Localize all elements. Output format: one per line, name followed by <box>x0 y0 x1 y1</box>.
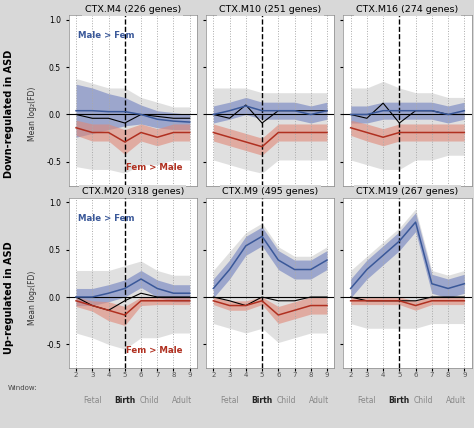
Text: Fetal: Fetal <box>357 396 376 405</box>
Text: Child: Child <box>414 396 433 405</box>
Title: CTX.M9 (495 genes): CTX.M9 (495 genes) <box>222 187 319 196</box>
Text: Mean log₂(FD): Mean log₂(FD) <box>28 270 36 325</box>
Title: CTX.M16 (274 genes): CTX.M16 (274 genes) <box>356 5 459 14</box>
Text: Fetal: Fetal <box>220 396 239 405</box>
Text: Male > Fem: Male > Fem <box>78 214 134 223</box>
Text: Fem > Male: Fem > Male <box>126 163 182 172</box>
Text: Male > Fem: Male > Fem <box>78 31 134 40</box>
Text: Child: Child <box>277 396 296 405</box>
Text: Down-regulated in ASD: Down-regulated in ASD <box>4 49 15 178</box>
Title: CTX.M4 (226 genes): CTX.M4 (226 genes) <box>85 5 181 14</box>
Title: CTX.M20 (318 genes): CTX.M20 (318 genes) <box>82 187 184 196</box>
Text: Birth: Birth <box>389 396 410 405</box>
Text: Window:: Window: <box>8 385 37 391</box>
Text: Adult: Adult <box>446 396 466 405</box>
Text: Birth: Birth <box>251 396 273 405</box>
Text: Up-regulated in ASD: Up-regulated in ASD <box>4 241 15 354</box>
Title: CTX.M19 (267 genes): CTX.M19 (267 genes) <box>356 187 459 196</box>
Text: Adult: Adult <box>172 396 192 405</box>
Title: CTX.M10 (251 genes): CTX.M10 (251 genes) <box>219 5 321 14</box>
Text: Birth: Birth <box>114 396 136 405</box>
Text: Fem > Male: Fem > Male <box>126 346 182 355</box>
Text: Adult: Adult <box>309 396 329 405</box>
Text: Child: Child <box>139 396 159 405</box>
Text: Fetal: Fetal <box>83 396 101 405</box>
Text: Mean log₂(FD): Mean log₂(FD) <box>28 86 36 141</box>
